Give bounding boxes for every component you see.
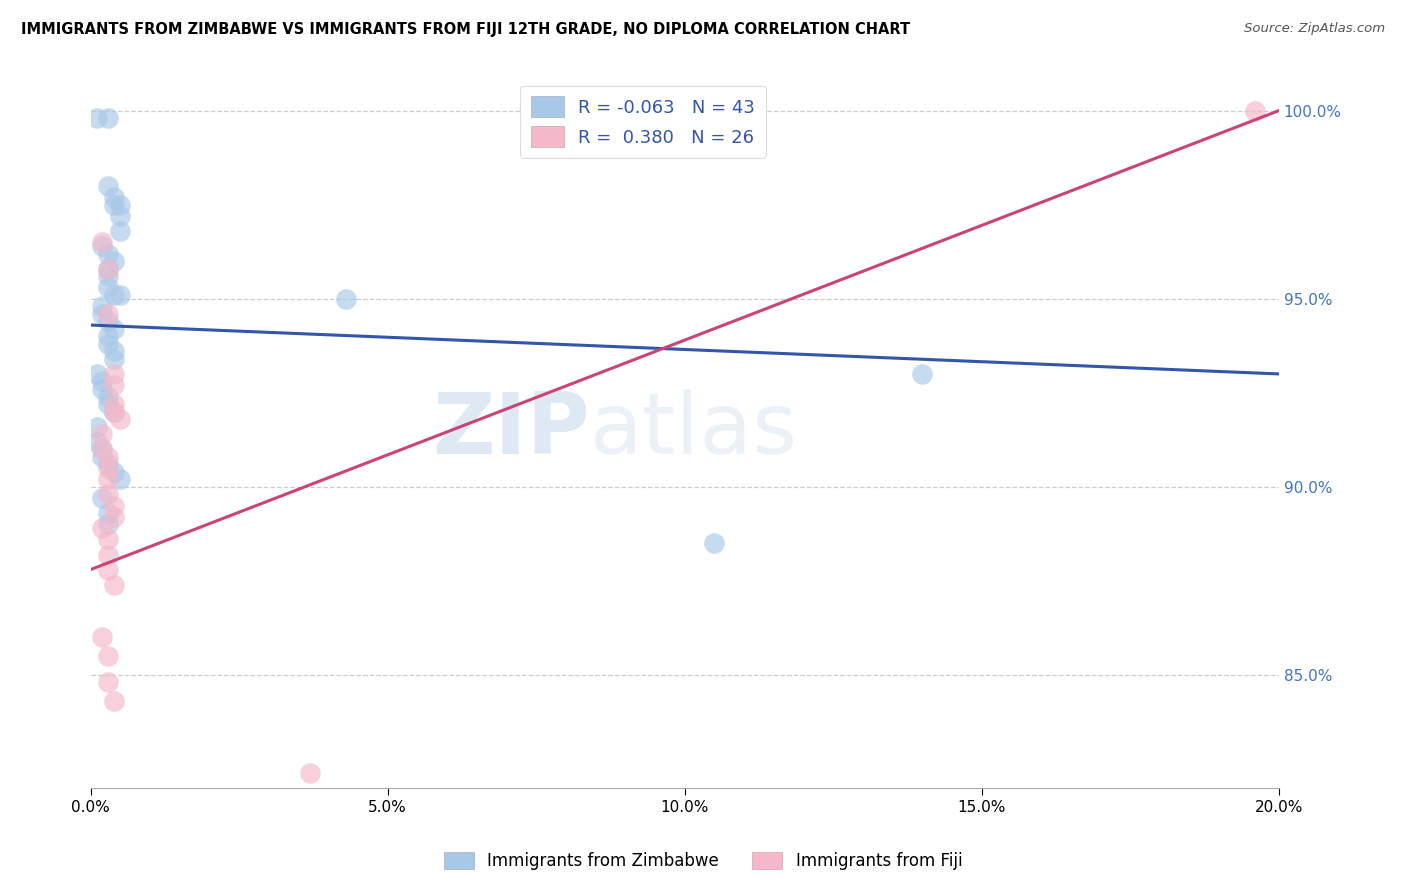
- Point: [97, 457, 120, 471]
- Point: [110, 197, 132, 211]
- Point: [97, 487, 120, 501]
- Point: [103, 190, 125, 204]
- Point: [110, 209, 132, 223]
- Point: [91, 299, 114, 313]
- Point: [97, 314, 120, 328]
- Legend: Immigrants from Zimbabwe, Immigrants from Fiji: Immigrants from Zimbabwe, Immigrants fro…: [437, 845, 969, 877]
- Point: [103, 577, 125, 591]
- Point: [97, 649, 120, 664]
- Point: [97, 280, 120, 294]
- Point: [110, 288, 132, 302]
- Point: [103, 694, 125, 708]
- Point: [110, 224, 132, 238]
- Point: [110, 472, 132, 486]
- Point: [103, 197, 125, 211]
- Point: [97, 548, 120, 562]
- Point: [103, 322, 125, 336]
- Point: [97, 472, 120, 486]
- Point: [91, 375, 114, 389]
- Point: [97, 246, 120, 260]
- Point: [97, 461, 120, 475]
- Point: [103, 378, 125, 392]
- Point: [97, 111, 120, 125]
- Point: [97, 450, 120, 464]
- Text: ZIP: ZIP: [432, 389, 589, 472]
- Point: [91, 427, 114, 442]
- Point: [911, 367, 934, 381]
- Point: [97, 390, 120, 404]
- Point: [103, 254, 125, 268]
- Point: [103, 499, 125, 513]
- Point: [97, 261, 120, 276]
- Point: [103, 367, 125, 381]
- Point: [335, 292, 357, 306]
- Point: [97, 336, 120, 351]
- Point: [86, 111, 108, 125]
- Point: [97, 517, 120, 532]
- Text: Source: ZipAtlas.com: Source: ZipAtlas.com: [1244, 22, 1385, 36]
- Point: [103, 397, 125, 411]
- Point: [103, 404, 125, 418]
- Point: [97, 269, 120, 284]
- Point: [86, 434, 108, 449]
- Point: [103, 351, 125, 366]
- Point: [97, 329, 120, 343]
- Point: [91, 307, 114, 321]
- Point: [91, 382, 114, 396]
- Point: [91, 442, 114, 457]
- Point: [703, 536, 725, 550]
- Legend: R = -0.063   N = 43, R =  0.380   N = 26: R = -0.063 N = 43, R = 0.380 N = 26: [520, 86, 766, 158]
- Point: [91, 630, 114, 644]
- Point: [86, 367, 108, 381]
- Point: [103, 509, 125, 524]
- Point: [97, 533, 120, 547]
- Point: [103, 465, 125, 479]
- Point: [91, 521, 114, 535]
- Point: [103, 404, 125, 418]
- Point: [97, 506, 120, 520]
- Point: [97, 307, 120, 321]
- Point: [97, 261, 120, 276]
- Point: [91, 442, 114, 457]
- Point: [86, 419, 108, 434]
- Point: [97, 563, 120, 577]
- Point: [91, 235, 114, 250]
- Text: atlas: atlas: [589, 389, 797, 472]
- Point: [299, 765, 322, 780]
- Point: [97, 178, 120, 193]
- Point: [97, 397, 120, 411]
- Text: IMMIGRANTS FROM ZIMBABWE VS IMMIGRANTS FROM FIJI 12TH GRADE, NO DIPLOMA CORRELAT: IMMIGRANTS FROM ZIMBABWE VS IMMIGRANTS F…: [21, 22, 910, 37]
- Point: [103, 344, 125, 359]
- Point: [103, 288, 125, 302]
- Point: [91, 450, 114, 464]
- Point: [110, 412, 132, 426]
- Point: [91, 239, 114, 253]
- Point: [97, 675, 120, 690]
- Point: [91, 491, 114, 505]
- Point: [1244, 103, 1267, 118]
